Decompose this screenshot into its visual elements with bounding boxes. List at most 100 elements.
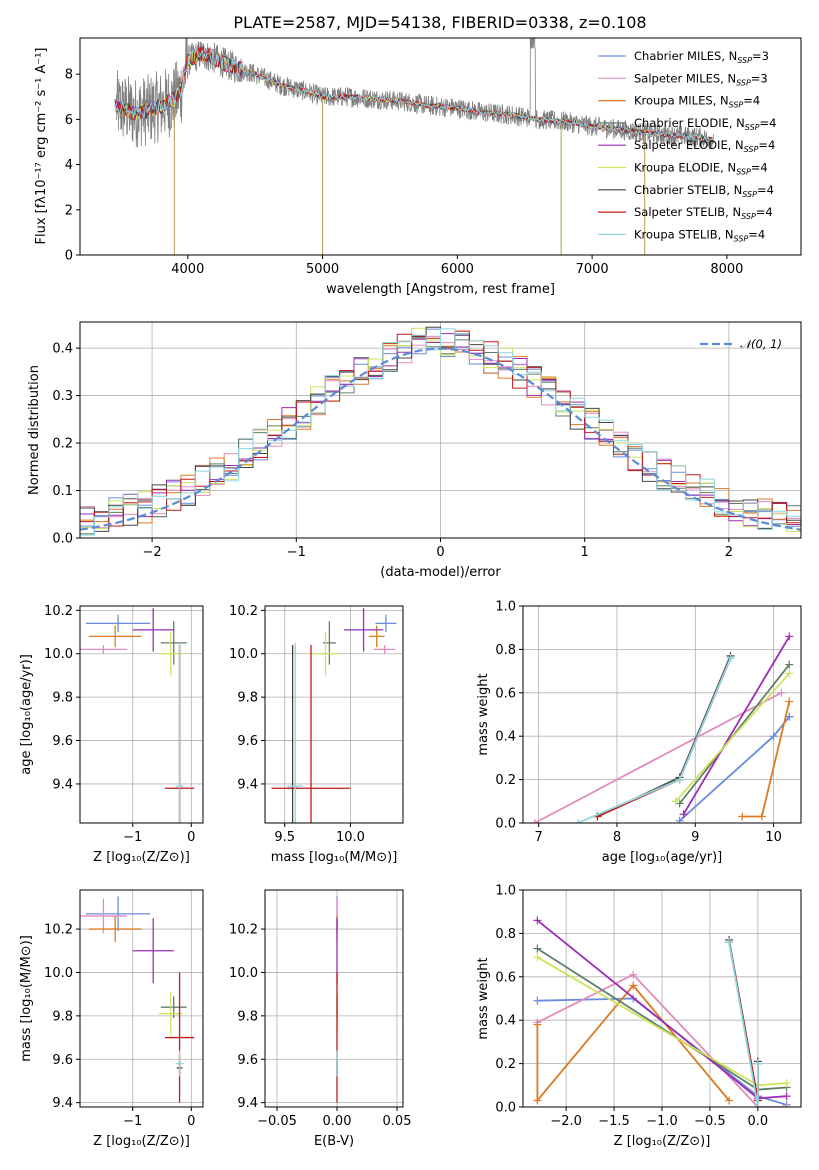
- series-point: [782, 1079, 791, 1088]
- y-tick-label: 0.8: [495, 927, 516, 942]
- x-tick-label: −2.0: [550, 1114, 582, 1129]
- y-tick-label: 9.6: [52, 734, 73, 749]
- mass-weight-vs-age-panel: 7 8 9 10 0.0 0.2 0.4 0.6 0.8 1.0 age [log₁₀(age/yr…: [476, 600, 802, 865]
- series-line: [536, 973, 787, 1107]
- x-tick-label: −2: [143, 545, 162, 560]
- point-kroupa-miles: [88, 916, 142, 943]
- y-tick-label: 10.0: [229, 966, 258, 981]
- series-line: [728, 941, 759, 1107]
- y-tick-label: 4: [65, 158, 73, 173]
- point-kroupa-elodie: [312, 632, 339, 676]
- y-tick-label: 0: [65, 249, 73, 264]
- mass-weight-vs-metallicity-panel: −2.0 −1.5 −1.0 −0.5 0.0 0.0 0.2 0.4 0.6 0.8 1.0 Z […: [476, 884, 802, 1149]
- point-salpeter-miles: [374, 645, 396, 654]
- y-tick-label: 9.8: [52, 691, 73, 706]
- y-tick-label: 10.2: [229, 923, 258, 938]
- x-tick-label: 6000: [441, 262, 474, 277]
- y-tick-label: 10.2: [44, 604, 73, 619]
- point-kroupa-elodie: [159, 632, 183, 676]
- y-tick-label: 9.6: [52, 1053, 73, 1068]
- axes-frame: [522, 605, 802, 824]
- series-point: [753, 1103, 762, 1107]
- plot-area: [530, 632, 794, 823]
- spectrum-legend: Chabrier MILES, NSSP=3 Salpeter MILES, NS…: [598, 49, 776, 243]
- x-axis-label: mass [log₁₀(M/M⊙)]: [271, 850, 398, 865]
- y-tick-label: 10.0: [229, 647, 258, 662]
- grid: [80, 890, 203, 1107]
- series-point: [629, 981, 638, 990]
- x-tick-label: 7: [535, 830, 543, 845]
- series-point: [785, 632, 794, 641]
- axes-frame: [264, 605, 404, 824]
- y-tick-label: 0.4: [495, 1014, 516, 1029]
- plot-area: [80, 326, 801, 538]
- series-point: [675, 816, 684, 823]
- grid: [523, 605, 801, 824]
- series-point: [679, 810, 688, 819]
- mass-vs-ebv-panel: −0.05 0.00 0.05 9.4 9.6 9.8 10.0 10.2 E(B-V): [229, 889, 412, 1149]
- point-salpeter-elodie: [132, 608, 174, 652]
- y-tick-label: 9.8: [52, 1009, 73, 1024]
- series-point: [573, 819, 582, 823]
- series-point: [533, 996, 542, 1005]
- x-axis-label: (data-model)/error: [380, 565, 501, 580]
- x-tick-label: −0.5: [694, 1114, 726, 1129]
- y-axis-label: mass [log₁₀(M/M⊙)]: [19, 935, 34, 1062]
- legend-label-kroupa-miles: Kroupa MILES, NSSP=4: [634, 94, 760, 110]
- age-vs-metallicity-panel: −1 0 9.4 9.6 9.8 10.0 10.2 Z [log₁₀(Z/Z⊙)] age […: [19, 604, 204, 865]
- legend-label-salpeter-miles: Salpeter MILES, NSSP=3: [634, 71, 768, 87]
- point-chabrier-miles: [85, 614, 151, 633]
- series-point: [782, 1092, 791, 1101]
- series-point: [785, 697, 794, 706]
- x-tick-label: 0: [436, 545, 444, 560]
- y-tick-label: 9.4: [52, 777, 73, 792]
- legend-label-normal: 𝒩(0, 1): [740, 337, 782, 351]
- y-tick-label: 0.4: [52, 342, 73, 357]
- x-tick-label: 0.05: [383, 1114, 412, 1129]
- y-tick-label: 0.3: [52, 389, 73, 404]
- plot-area: [533, 916, 791, 1107]
- y-tick-label: 9.4: [52, 1096, 73, 1111]
- y-axis-label: Normed distribution: [27, 365, 42, 495]
- y-tick-label: 2: [65, 203, 73, 218]
- y-tick-label: 0.0: [495, 817, 516, 832]
- series-point: [533, 944, 542, 953]
- y-tick-label: 9.8: [237, 1009, 258, 1024]
- series-kroupa-stelib: [573, 654, 735, 823]
- y-tick-label: 0.6: [495, 686, 516, 701]
- point-salpeter-elodie: [343, 608, 384, 652]
- series-kroupa-miles: [738, 697, 794, 821]
- axes-frame: [79, 37, 802, 256]
- normal-curve: [80, 347, 801, 531]
- point-chabrier-miles: [375, 614, 397, 633]
- x-tick-label: 9: [691, 830, 699, 845]
- series-salpeter-stelib: [593, 654, 735, 821]
- series-point: [533, 916, 542, 925]
- y-tick-label: 0.8: [495, 643, 516, 658]
- point-salpeter-miles: [80, 645, 127, 654]
- series-point: [675, 775, 684, 784]
- x-tick-label: 0: [187, 830, 195, 845]
- y-tick-label: 9.4: [237, 1096, 258, 1111]
- point-salpeter-stelib: [271, 645, 351, 823]
- point-chabrier-miles: [85, 896, 151, 932]
- legend-label-kroupa-stelib: Kroupa STELIB, NSSP=4: [634, 227, 765, 243]
- x-axis-label: Z [log₁₀(Z/Z⊙)]: [614, 1134, 711, 1149]
- axes-frame: [264, 889, 404, 1108]
- series-point: [777, 688, 786, 697]
- x-tick-label: 0.00: [323, 1114, 352, 1129]
- series-point: [533, 1020, 542, 1029]
- x-axis-label: E(B-V): [314, 1134, 354, 1149]
- series-salpeter-elodie: [679, 632, 794, 819]
- point-chabrier-elodie: [322, 621, 336, 665]
- spectrum-panel: 4000 5000 6000 7000 8000 0 2 4 6 8 wavelength [Ang…: [34, 37, 802, 297]
- y-tick-label: 9.6: [237, 1053, 258, 1068]
- age-vs-mass-panel: 9.5 10.0 9.4 9.6 9.8 10.0 10.2 mass [log₁₀(M/M⊙…: [229, 604, 404, 865]
- axes-frame: [79, 889, 204, 1108]
- y-axis-label: mass weight: [476, 673, 491, 755]
- point-kroupa-miles: [368, 625, 385, 648]
- y-tick-label: 0.0: [495, 1101, 516, 1116]
- residuals-panel: −2 −1 0 1 2 0.0 0.1 0.2 0.3 0.4 (data-model)/error…: [27, 321, 802, 580]
- legend-label-salpeter-elodie: Salpeter ELODIE, NSSP=4: [634, 138, 775, 154]
- series-point: [757, 812, 766, 821]
